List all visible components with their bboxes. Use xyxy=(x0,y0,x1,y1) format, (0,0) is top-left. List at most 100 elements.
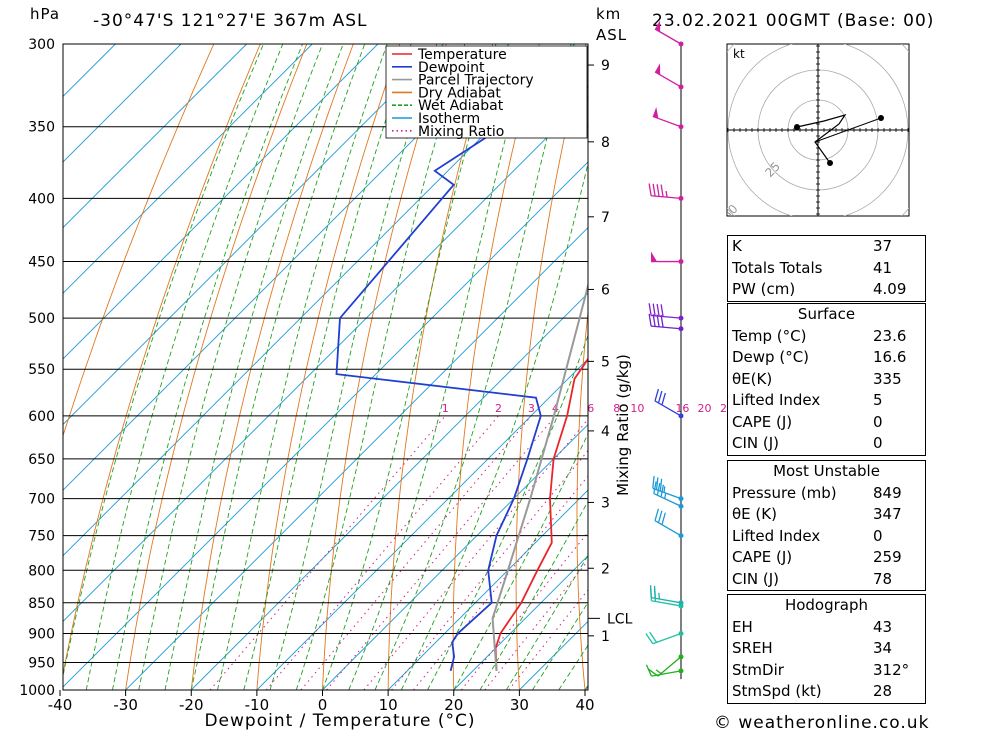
pressure-tick-label: 950 xyxy=(28,655,55,671)
table-row: CIN (J) 0 xyxy=(728,433,925,455)
wet-adiabat-line xyxy=(164,44,344,690)
dry-adiabat-line xyxy=(63,44,261,677)
table-row-label: CAPE (J) xyxy=(732,548,793,566)
isotherm-line xyxy=(190,292,588,690)
table-row: Lifted Index 5 xyxy=(728,390,925,412)
plot-frame xyxy=(62,43,589,691)
table-row-value: 28 xyxy=(873,682,893,700)
wind-barb-staff xyxy=(651,600,682,607)
x-tick-label: -20 xyxy=(179,696,204,714)
table-row: StmDir 312° xyxy=(728,660,925,682)
wind-barb-staff xyxy=(651,596,682,604)
wind-barb-feather xyxy=(654,388,660,402)
mixing-ratio-line xyxy=(413,475,588,690)
mixing-ratio-line xyxy=(209,415,446,690)
wet-adiabat-line xyxy=(63,44,264,678)
table-row-value: 0 xyxy=(873,412,883,431)
table-row-label: PW (cm) xyxy=(732,280,796,298)
table-row-value: 78 xyxy=(873,569,893,588)
table-row-label: Totals Totals xyxy=(732,258,823,277)
table-row: PW (cm) 4.09 xyxy=(728,279,925,301)
mixing-ratio-line xyxy=(363,418,588,690)
series-temperature xyxy=(494,357,588,671)
asl-label: ASL xyxy=(596,26,628,44)
height-tick-label: 1 xyxy=(601,629,610,645)
table-row-value: 37 xyxy=(873,237,893,255)
legend-label: Dry Adiabat xyxy=(418,85,501,101)
wet-adiabat-line xyxy=(374,44,572,690)
series-dewpoint xyxy=(335,85,588,672)
dry-adiabat-line xyxy=(256,44,401,690)
wind-barb-staff xyxy=(651,325,682,330)
table-row: StmSpd (kt) 28 xyxy=(728,681,925,703)
wind-barb-staff xyxy=(651,195,682,200)
table-row: CAPE (J) 0 xyxy=(728,412,925,434)
wind-barb xyxy=(654,63,684,90)
table-row-value: 0 xyxy=(873,526,883,545)
wind-barb-feather xyxy=(647,668,659,677)
height-tick-label: 5 xyxy=(601,354,610,370)
x-tick-label: 40 xyxy=(575,696,594,714)
x-tick-label: 20 xyxy=(444,696,463,714)
wet-adiabat-line xyxy=(453,432,588,690)
wind-barb-staff xyxy=(652,632,682,645)
wind-barb-half-feather xyxy=(663,486,666,493)
legend-label: Temperature xyxy=(417,47,507,63)
wind-barb-feather xyxy=(655,477,659,490)
isotherm-line xyxy=(63,44,247,229)
x-tick-label: 10 xyxy=(379,696,398,714)
table-row-value: 41 xyxy=(873,258,893,277)
wind-barb-half-feather xyxy=(655,669,662,675)
table-row-label: Lifted Index xyxy=(732,526,821,545)
x-tick-label: -40 xyxy=(48,696,73,714)
pressure-tick-label: 700 xyxy=(28,492,55,508)
dry-adiabat-line xyxy=(956,44,1000,690)
wind-barbs xyxy=(645,20,684,680)
wind-barb-feather xyxy=(648,303,652,316)
wind-barb-staff xyxy=(651,314,682,319)
indices-table: K 37 Totals Totals 41 PW (cm) 4.09 xyxy=(727,235,926,302)
wind-barb-feather xyxy=(656,184,660,197)
mixing-ratio-label: 2 xyxy=(495,402,502,415)
table-row-value: 335 xyxy=(873,369,902,388)
wind-barb xyxy=(653,481,684,509)
wind-barb-feather xyxy=(645,633,654,645)
isotherm-line xyxy=(387,489,588,690)
table-row-label: StmDir xyxy=(732,660,784,679)
wind-barb xyxy=(649,585,684,606)
isotherm-line xyxy=(256,358,588,690)
table-row: Pressure (mb) 849 xyxy=(728,483,925,505)
wind-barb-feather xyxy=(652,475,655,489)
wet-adiabat-line xyxy=(190,44,366,690)
table-row-value: 5 xyxy=(873,391,883,409)
pressure-tick-label: 450 xyxy=(28,255,55,271)
wind-barb-feather xyxy=(645,664,653,677)
table-section-title: Surface xyxy=(797,305,856,323)
table-row-label: StmSpd (kt) xyxy=(732,682,822,700)
table-row: EH 43 xyxy=(728,617,925,639)
pressure-tick-label: 300 xyxy=(28,37,55,53)
wind-barb xyxy=(648,303,684,321)
wind-barb xyxy=(652,475,684,502)
sounding-series xyxy=(335,85,588,672)
table-row-label: CAPE (J) xyxy=(732,412,793,431)
height-tick-label: 3 xyxy=(601,495,610,511)
isotherm-line xyxy=(63,44,444,426)
dry-adiabat-line xyxy=(125,44,308,690)
dry-adiabat-line xyxy=(636,44,679,690)
wet-adiabat-line xyxy=(85,44,284,690)
pressure-tick-label: 500 xyxy=(28,311,55,327)
wind-barb xyxy=(654,388,684,419)
x-axis-label: Dewpoint / Temperature (°C) xyxy=(204,711,475,731)
wind-barb-feather xyxy=(656,482,661,496)
wind-barb-feather xyxy=(649,585,653,598)
table-row-value: 4.09 xyxy=(873,280,907,298)
table-row-label: Temp (°C) xyxy=(732,326,807,345)
wind-barb-staff xyxy=(653,492,682,507)
x-tick-label: -30 xyxy=(113,696,138,714)
isotherm-line xyxy=(63,161,588,688)
wind-barb-feather xyxy=(661,392,666,406)
wind-barb xyxy=(647,654,684,677)
wind-barb-feather xyxy=(661,512,666,525)
